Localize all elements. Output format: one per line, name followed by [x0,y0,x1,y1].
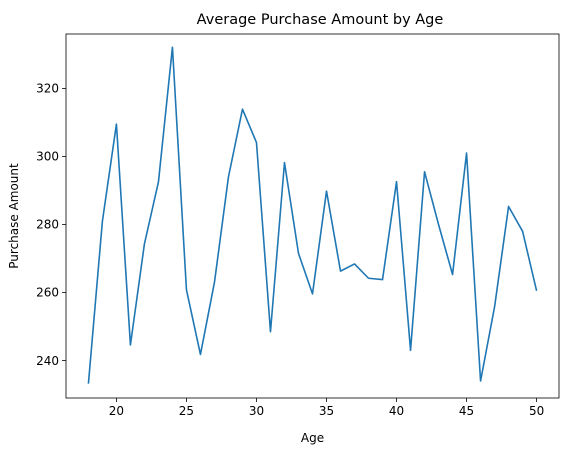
x-axis-title: Age [301,431,324,445]
chart-title: Average Purchase Amount by Age [197,12,444,28]
x-tick-label: 25 [179,404,194,418]
x-tick-label: 30 [249,404,264,418]
y-tick-label: 320 [36,82,59,96]
x-tick-label: 35 [319,404,334,418]
y-tick-label: 300 [36,150,59,164]
x-tick-label: 50 [529,404,544,418]
y-tick-label: 260 [36,286,59,300]
x-tick-label: 45 [459,404,474,418]
y-tick-label: 280 [36,218,59,232]
y-tick-label: 240 [36,354,59,368]
x-tick-label: 20 [109,404,124,418]
x-tick-label: 40 [389,404,404,418]
y-axis-title: Purchase Amount [7,163,21,269]
